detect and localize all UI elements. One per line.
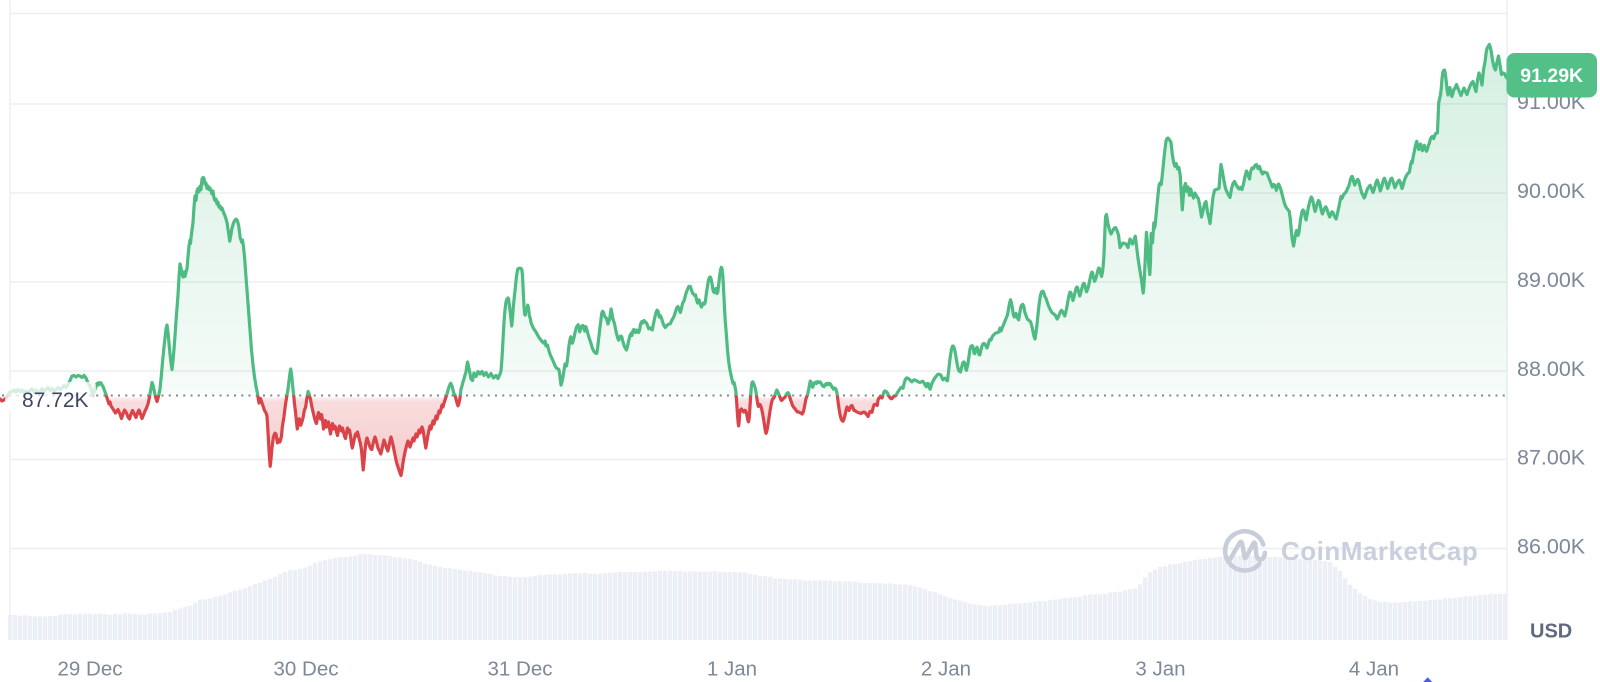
svg-text:USD: USD bbox=[1530, 621, 1572, 643]
svg-text:1 Jan: 1 Jan bbox=[707, 658, 757, 681]
svg-text:86.00K: 86.00K bbox=[1517, 535, 1586, 559]
svg-text:29 Dec: 29 Dec bbox=[58, 658, 123, 681]
svg-text:87.00K: 87.00K bbox=[1517, 446, 1586, 470]
svg-text:30 Dec: 30 Dec bbox=[274, 658, 339, 681]
svg-text:CoinMarketCap: CoinMarketCap bbox=[1281, 536, 1478, 566]
svg-text:2 Jan: 2 Jan bbox=[921, 658, 971, 681]
svg-text:3 Jan: 3 Jan bbox=[1135, 658, 1185, 681]
svg-text:31 Dec: 31 Dec bbox=[488, 658, 553, 681]
svg-text:87.72K: 87.72K bbox=[22, 389, 89, 412]
svg-text:89.00K: 89.00K bbox=[1517, 268, 1586, 292]
svg-text:91.29K: 91.29K bbox=[1520, 65, 1583, 87]
svg-text:88.00K: 88.00K bbox=[1517, 357, 1586, 381]
svg-text:90.00K: 90.00K bbox=[1517, 179, 1586, 203]
svg-text:4 Jan: 4 Jan bbox=[1349, 658, 1399, 681]
